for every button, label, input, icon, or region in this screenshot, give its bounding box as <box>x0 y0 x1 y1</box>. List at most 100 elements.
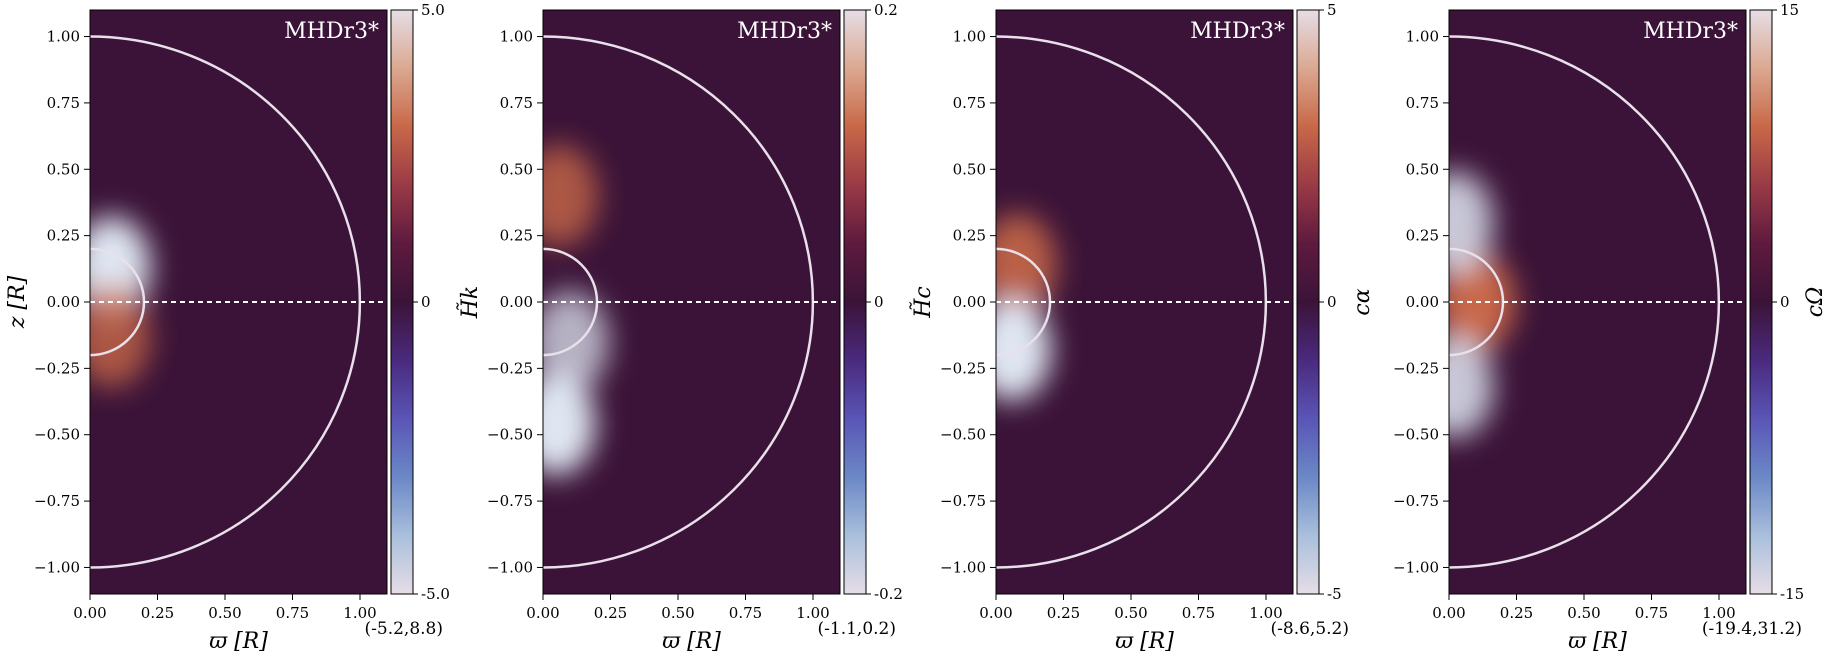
colorbar-label: cα <box>1350 288 1375 315</box>
field-blob <box>543 290 609 393</box>
y-tick-label: 0.75 <box>1406 94 1439 112</box>
y-tick-label: −0.75 <box>1393 492 1439 510</box>
y-tick-label: 0.50 <box>47 160 80 178</box>
y-tick-label: −1.00 <box>34 558 80 576</box>
y-tick-label: 0.25 <box>500 227 533 245</box>
colorbar-tick-label: -5.0 <box>421 585 450 603</box>
y-tick-label: 0.00 <box>47 293 80 311</box>
colorbar-tick-label: 5 <box>1327 1 1337 19</box>
y-axis-label: z [R] <box>5 275 30 329</box>
y-tick-label: −0.25 <box>1393 359 1439 377</box>
colorbar <box>1296 9 1320 595</box>
x-tick-label: 0.25 <box>141 604 174 622</box>
y-tick-label: 0.50 <box>1406 160 1439 178</box>
model-label: MHDr3* <box>284 19 379 44</box>
field-blob <box>543 144 599 247</box>
y-axis-label: H̃k <box>457 286 483 320</box>
x-tick-label: 0.00 <box>526 604 559 622</box>
outer-boundary-circle <box>1449 35 1720 569</box>
field-blob <box>996 213 1057 316</box>
y-tick-label: −0.75 <box>487 492 533 510</box>
x-axis-label: ϖ [R] <box>209 629 268 654</box>
x-axis-label: ϖ [R] <box>1115 629 1174 654</box>
x-tick-label: 0.25 <box>1500 604 1533 622</box>
y-tick-label: −0.50 <box>487 426 533 444</box>
field-blob <box>996 298 1052 401</box>
y-tick-label: −0.75 <box>34 492 80 510</box>
y-tick-label: −0.25 <box>487 359 533 377</box>
colorbar <box>1749 9 1773 595</box>
y-tick-label: −0.75 <box>940 492 986 510</box>
x-tick-label: 0.00 <box>73 604 106 622</box>
x-tick-label: 0.50 <box>1114 604 1147 622</box>
y-tick-label: −0.50 <box>34 426 80 444</box>
y-tick-label: 1.00 <box>47 28 80 46</box>
x-tick-label: 0.75 <box>1182 604 1215 622</box>
y-tick-label: 0.25 <box>47 227 80 245</box>
x-tick-label: 0.25 <box>594 604 627 622</box>
y-tick-label: 0.00 <box>953 293 986 311</box>
x-tick-label: 0.75 <box>1635 604 1668 622</box>
x-tick-label: 0.25 <box>1047 604 1080 622</box>
y-tick-label: −1.00 <box>940 558 986 576</box>
value-range-text: (-1.1,0.2) <box>818 619 896 639</box>
outer-boundary-circle <box>543 35 814 569</box>
y-tick-label: 0.00 <box>1406 293 1439 311</box>
y-tick-label: 0.75 <box>500 94 533 112</box>
y-tick-label: 1.00 <box>953 28 986 46</box>
field-features <box>543 144 609 476</box>
y-tick-label: 0.75 <box>47 94 80 112</box>
field-blob <box>1449 335 1494 438</box>
x-tick-label: 1.00 <box>796 604 829 622</box>
y-tick-label: 1.00 <box>500 28 533 46</box>
x-tick-label: 0.50 <box>661 604 694 622</box>
colorbar-tick-label: -0.2 <box>874 585 903 603</box>
colorbar <box>390 9 414 595</box>
model-label: MHDr3* <box>1643 19 1738 44</box>
y-tick-label: −0.50 <box>1393 426 1439 444</box>
x-tick-label: 1.00 <box>1249 604 1282 622</box>
y-tick-label: −1.00 <box>1393 558 1439 576</box>
y-tick-label: 0.25 <box>1406 227 1439 245</box>
y-tick-label: 0.25 <box>953 227 986 245</box>
value-range-text: (-8.6,5.2) <box>1271 619 1349 639</box>
y-tick-label: 0.00 <box>500 293 533 311</box>
x-tick-label: 1.00 <box>343 604 376 622</box>
x-tick-label: 1.00 <box>1702 604 1735 622</box>
y-tick-label: 0.75 <box>953 94 986 112</box>
field-blob <box>543 373 596 476</box>
y-tick-label: 1.00 <box>1406 28 1439 46</box>
x-tick-label: 0.75 <box>276 604 309 622</box>
outer-boundary-circle <box>996 35 1267 569</box>
colorbar-tick-label: 5.0 <box>421 1 445 19</box>
field-blob <box>1449 251 1515 353</box>
value-range-text: (-5.2,8.8) <box>365 619 443 639</box>
value-range-text: (-19.4,31.2) <box>1702 619 1802 639</box>
colorbar-tick-label: 15 <box>1780 1 1799 19</box>
y-tick-label: 0.50 <box>500 160 533 178</box>
colorbar <box>843 9 867 595</box>
outer-boundary-circle <box>90 35 361 569</box>
x-axis-label: ϖ [R] <box>662 629 721 654</box>
field-features <box>996 213 1057 401</box>
panel-2: 0.00 0.25 0.50 0.75 1.00 1.00 0.75 0.50 0.25 0.00… <box>457 1 903 654</box>
model-label: MHDr3* <box>737 19 832 44</box>
colorbar-tick-label: 0.2 <box>874 1 898 19</box>
x-tick-label: 0.00 <box>1432 604 1465 622</box>
colorbar-label: cΩ <box>1803 287 1828 318</box>
model-label: MHDr3* <box>1190 19 1285 44</box>
x-tick-label: 0.50 <box>1567 604 1600 622</box>
field-features <box>1449 171 1515 438</box>
colorbar-tick-label: 0 <box>874 293 884 311</box>
y-tick-label: −0.25 <box>34 359 80 377</box>
y-tick-label: −1.00 <box>487 558 533 576</box>
y-tick-label: −0.50 <box>940 426 986 444</box>
x-tick-label: 0.75 <box>729 604 762 622</box>
field-blob <box>1449 171 1494 274</box>
y-tick-label: 0.50 <box>953 160 986 178</box>
y-tick-label: −0.25 <box>940 359 986 377</box>
field-blob <box>90 285 151 388</box>
panel-4: 0.00 0.25 0.50 0.75 1.00 1.00 0.75 0.50 0.25 0.00… <box>1393 1 1828 654</box>
x-tick-label: 0.50 <box>208 604 241 622</box>
